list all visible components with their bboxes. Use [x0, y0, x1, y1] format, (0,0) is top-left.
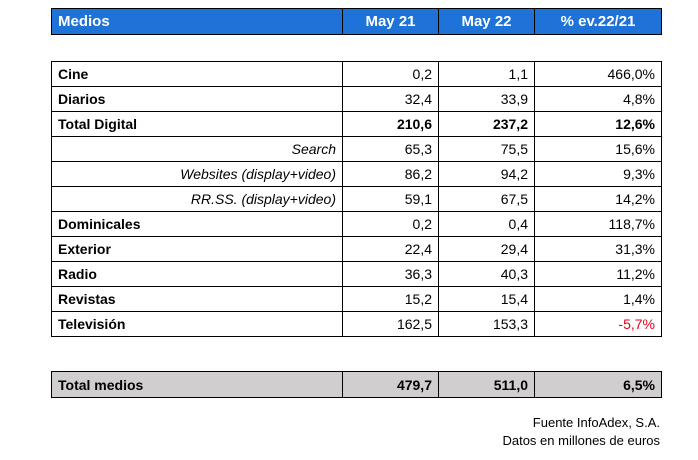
row-label: Diarios	[51, 86, 343, 112]
cell-pct: 466,0%	[534, 61, 662, 87]
header-medium: Medios	[51, 8, 343, 35]
table-row-sub: RR.SS. (display+video) 59,1 67,5 14,2%	[51, 186, 662, 212]
header-may22: May 22	[438, 8, 535, 35]
cell-may21: 86,2	[342, 161, 439, 187]
table-row-total-digital: Total Digital 210,6 237,2 12,6%	[51, 111, 662, 137]
cell-may21: 36,3	[342, 261, 439, 287]
row-label: Search	[51, 136, 343, 162]
cell-pct: 9,3%	[534, 161, 662, 187]
cell-may21: 65,3	[342, 136, 439, 162]
cell-may22: 67,5	[438, 186, 535, 212]
table-row: Televisión 162,5 153,3 -5,7%	[51, 311, 662, 337]
cell-pct: 12,6%	[534, 111, 662, 137]
header-may21: May 21	[342, 8, 439, 35]
cell-pct: 4,8%	[534, 86, 662, 112]
row-label: Dominicales	[51, 211, 343, 237]
cell-may21: 210,6	[342, 111, 439, 137]
row-label: Total Digital	[51, 111, 343, 137]
cell-pct: 15,6%	[534, 136, 662, 162]
row-label: Radio	[51, 261, 343, 287]
total-pct: 6,5%	[534, 371, 662, 398]
header-evolution: % ev.22/21	[534, 8, 662, 35]
row-label: Websites (display+video)	[51, 161, 343, 187]
cell-may21: 32,4	[342, 86, 439, 112]
cell-pct: 1,4%	[534, 286, 662, 312]
cell-may21: 59,1	[342, 186, 439, 212]
cell-may22: 29,4	[438, 236, 535, 262]
table-row: Radio 36,3 40,3 11,2%	[51, 261, 662, 287]
total-table: Total medios 479,7 511,0 6,5%	[51, 371, 662, 398]
table-row: Diarios 32,4 33,9 4,8%	[51, 86, 662, 112]
row-label: Televisión	[51, 311, 343, 337]
row-label: Revistas	[51, 286, 343, 312]
total-row: Total medios 479,7 511,0 6,5%	[51, 371, 662, 398]
table-row: Revistas 15,2 15,4 1,4%	[51, 286, 662, 312]
media-table: Cine 0,2 1,1 466,0% Diarios 32,4 33,9 4,…	[51, 61, 662, 337]
cell-may21: 22,4	[342, 236, 439, 262]
header-table: Medios May 21 May 22 % ev.22/21	[51, 8, 662, 35]
row-label: RR.SS. (display+video)	[51, 186, 343, 212]
cell-pct-negative: -5,7%	[534, 311, 662, 337]
table-row: Exterior 22,4 29,4 31,3%	[51, 236, 662, 262]
cell-may21: 162,5	[342, 311, 439, 337]
table-row-sub: Websites (display+video) 86,2 94,2 9,3%	[51, 161, 662, 187]
header-row: Medios May 21 May 22 % ev.22/21	[51, 8, 662, 35]
table-row-sub: Search 65,3 75,5 15,6%	[51, 136, 662, 162]
cell-may22: 33,9	[438, 86, 535, 112]
total-may21: 479,7	[342, 371, 439, 398]
cell-may22: 0,4	[438, 211, 535, 237]
table-row: Cine 0,2 1,1 466,0%	[51, 61, 662, 87]
table-row: Dominicales 0,2 0,4 118,7%	[51, 211, 662, 237]
cell-may22: 75,5	[438, 136, 535, 162]
cell-may22: 237,2	[438, 111, 535, 137]
total-label: Total medios	[51, 371, 343, 398]
cell-may22: 1,1	[438, 61, 535, 87]
cell-pct: 14,2%	[534, 186, 662, 212]
units-note: Datos en millones de euros	[502, 433, 660, 448]
cell-pct: 118,7%	[534, 211, 662, 237]
cell-may21: 15,2	[342, 286, 439, 312]
cell-may22: 153,3	[438, 311, 535, 337]
source-note: Fuente InfoAdex, S.A.	[532, 415, 660, 430]
cell-may22: 94,2	[438, 161, 535, 187]
cell-may21: 0,2	[342, 61, 439, 87]
cell-may21: 0,2	[342, 211, 439, 237]
cell-pct: 31,3%	[534, 236, 662, 262]
cell-may22: 40,3	[438, 261, 535, 287]
cell-may22: 15,4	[438, 286, 535, 312]
cell-pct: 11,2%	[534, 261, 662, 287]
row-label: Exterior	[51, 236, 343, 262]
row-label: Cine	[51, 61, 343, 87]
total-may22: 511,0	[438, 371, 535, 398]
